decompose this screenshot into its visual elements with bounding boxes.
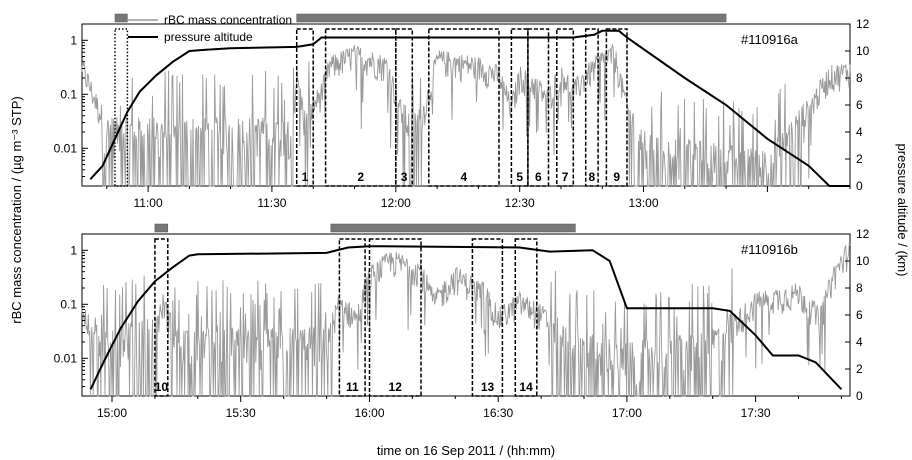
period-label: 10 bbox=[155, 380, 169, 394]
period-label: 5 bbox=[516, 170, 523, 184]
altitude-series-line bbox=[89, 29, 850, 187]
period-label: 9 bbox=[613, 170, 620, 184]
left-axis-title: rBC mass concentration / (µg m⁻³ STP) bbox=[9, 96, 24, 323]
x-axis-tick-label: 12:00 bbox=[381, 196, 411, 210]
right-axis-tick-label: 10 bbox=[856, 44, 870, 58]
x-axis-tick-label: 16:30 bbox=[483, 406, 513, 420]
left-axis-tick-label: 0.1 bbox=[60, 87, 77, 101]
right-axis-tick-label: 4 bbox=[856, 125, 863, 139]
altitude-series-line bbox=[89, 245, 843, 390]
period-box bbox=[114, 28, 129, 187]
right-axis-tick-label: 12 bbox=[856, 17, 870, 31]
period-box bbox=[556, 28, 575, 187]
left-axis-tick-label: 1 bbox=[70, 33, 77, 47]
right-axis-tick-label: 2 bbox=[856, 362, 863, 376]
right-axis-tick-label: 4 bbox=[856, 335, 863, 349]
top-bar bbox=[296, 13, 727, 23]
period-box bbox=[514, 238, 538, 397]
left-axis-tick-label: 1 bbox=[70, 243, 77, 257]
left-axis-tick-label: 0.1 bbox=[60, 297, 77, 311]
right-axis-tick-label: 0 bbox=[856, 389, 863, 403]
period-box bbox=[295, 28, 314, 187]
period-box bbox=[527, 28, 550, 187]
right-axis-tick-label: 2 bbox=[856, 152, 863, 166]
right-axis-tick-label: 12 bbox=[856, 227, 870, 241]
legend: rBC mass concentration pressure altitude bbox=[128, 13, 292, 44]
x-axis-tick-label: 17:00 bbox=[612, 406, 642, 420]
top-bar bbox=[330, 223, 576, 233]
period-label: 6 bbox=[535, 170, 542, 184]
x-axis-tick-label: 11:30 bbox=[257, 196, 286, 210]
period-box bbox=[428, 28, 500, 187]
right-axis-tick-label: 0 bbox=[856, 179, 863, 193]
legend-rbc-label: rBC mass concentration bbox=[164, 13, 292, 27]
period-box bbox=[510, 28, 529, 187]
period-box bbox=[471, 238, 504, 397]
period-label: 8 bbox=[589, 170, 596, 184]
period-box bbox=[605, 28, 628, 187]
x-axis-tick-label: 11:00 bbox=[134, 196, 163, 210]
top-bar bbox=[154, 223, 169, 233]
left-axis-tick-label: 0.01 bbox=[54, 141, 78, 155]
top-bar bbox=[114, 13, 128, 23]
period-box bbox=[324, 28, 397, 187]
x-axis-tick-label: 16:00 bbox=[354, 406, 384, 420]
x-axis-tick-label: 13:00 bbox=[628, 196, 658, 210]
period-box bbox=[154, 238, 169, 397]
period-label: 7 bbox=[562, 170, 569, 184]
left-axis-tick-label: 0.01 bbox=[54, 351, 78, 365]
x-axis-title: time on 16 Sep 2011 / (hh:mm) bbox=[377, 443, 555, 458]
x-axis-tick-label: 15:00 bbox=[97, 406, 127, 420]
rbc-series-line bbox=[81, 43, 851, 188]
period-label: 12 bbox=[389, 380, 403, 394]
period-box bbox=[584, 28, 599, 187]
x-axis-tick-label: 15:30 bbox=[226, 406, 256, 420]
x-axis-tick-label: 12:30 bbox=[505, 196, 535, 210]
panel-b-id: #110916b bbox=[741, 242, 798, 257]
period-label: 11 bbox=[346, 380, 359, 394]
period-label: 1 bbox=[302, 170, 309, 184]
right-axis-tick-label: 6 bbox=[856, 98, 863, 112]
rbc-series-line bbox=[81, 242, 851, 397]
period-label: 3 bbox=[401, 170, 408, 184]
right-axis-tick-label: 8 bbox=[856, 71, 863, 85]
period-label: 13 bbox=[481, 380, 495, 394]
period-box bbox=[368, 238, 422, 397]
panel-a-id: #110916a bbox=[741, 32, 799, 47]
right-axis-tick-label: 10 bbox=[856, 254, 870, 268]
legend-altitude-label: pressure altitude bbox=[164, 30, 253, 44]
right-axis-tick-label: 6 bbox=[856, 308, 863, 322]
period-box bbox=[338, 238, 366, 397]
right-axis-tick-label: 8 bbox=[856, 281, 863, 295]
x-axis-tick-label: 17:30 bbox=[741, 406, 771, 420]
period-label: 4 bbox=[461, 170, 468, 184]
right-axis-title: pressure altitude / (km) bbox=[895, 144, 910, 277]
period-label: 14 bbox=[519, 380, 533, 394]
period-label: 2 bbox=[357, 170, 364, 184]
period-box bbox=[395, 28, 414, 187]
